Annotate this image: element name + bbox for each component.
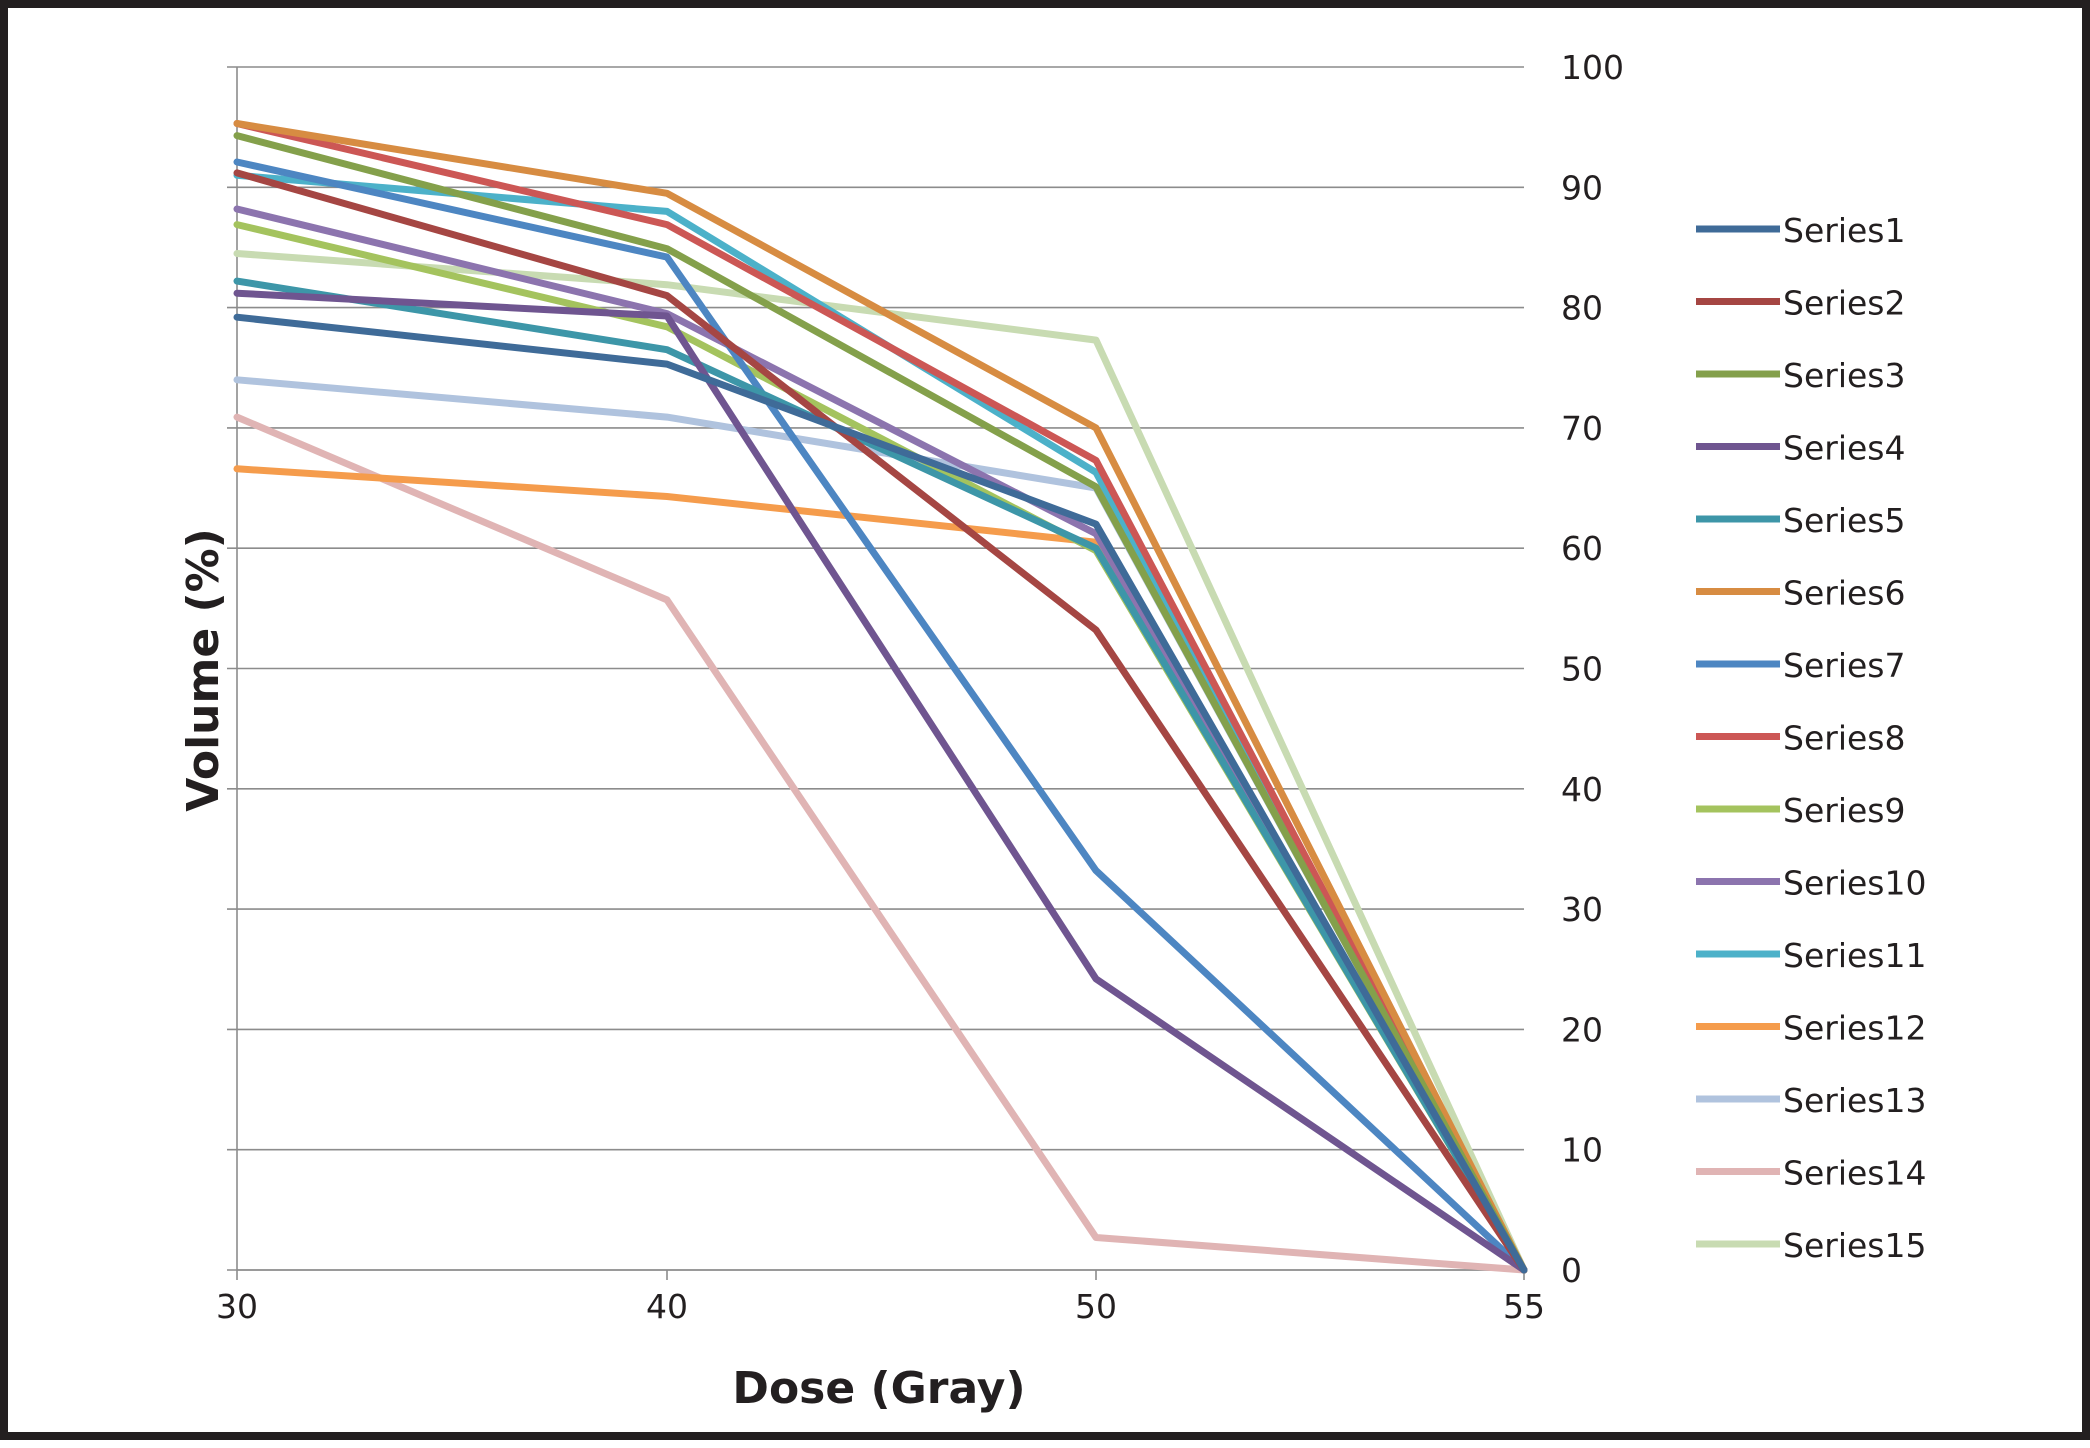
y-tick-label: 0 <box>1561 1251 1582 1290</box>
series-line-8 <box>233 120 1528 1274</box>
y-tick-label: 90 <box>1561 168 1603 207</box>
legend-label: Series5 <box>1783 501 1905 540</box>
series-line-15 <box>233 250 1528 1274</box>
series-line-6 <box>233 120 1528 1274</box>
legend-label: Series3 <box>1783 356 1905 395</box>
legend-label: Series14 <box>1783 1154 1926 1193</box>
y-tick-label: 60 <box>1561 529 1603 568</box>
y-tick-label: 50 <box>1561 650 1603 689</box>
x-axis-label: Dose (Gray) <box>732 1363 1025 1414</box>
legend-label: Series11 <box>1783 936 1926 975</box>
legend-label: Series12 <box>1783 1009 1926 1048</box>
series-line-4 <box>233 289 1528 1274</box>
series-line-14 <box>233 413 1528 1274</box>
x-tick-label: 50 <box>1075 1287 1117 1326</box>
y-tick-label: 100 <box>1561 48 1624 87</box>
series-line-9 <box>233 221 1528 1274</box>
legend-label: Series8 <box>1783 719 1905 758</box>
legend-label: Series1 <box>1783 211 1905 250</box>
legend-label: Series13 <box>1783 1081 1926 1120</box>
y-tick-label: 20 <box>1561 1010 1603 1049</box>
y-tick-label: 30 <box>1561 890 1603 929</box>
axes <box>236 67 1525 1280</box>
legend-label: Series15 <box>1783 1226 1926 1265</box>
legend-label: Series9 <box>1783 791 1905 830</box>
series-lines <box>233 120 1528 1274</box>
x-tick-label: 55 <box>1503 1287 1545 1326</box>
y-tick-labels: 0 10 20 30 40 50 60 70 80 90 100 <box>1561 48 1624 1290</box>
legend-label: Series7 <box>1783 646 1905 685</box>
series-line-1 <box>233 313 1528 1274</box>
legend-label: Series10 <box>1783 864 1926 903</box>
series-line-3 <box>233 132 1528 1274</box>
legend: Series1 Series2 Series3 Series4 Series5 Serie… <box>1696 211 1926 1265</box>
series-line-5 <box>233 277 1528 1274</box>
legend-label: Series6 <box>1783 574 1905 613</box>
y-axis-label: Volume (%) <box>178 528 229 812</box>
y-tick-label: 70 <box>1561 409 1603 448</box>
legend-label: Series4 <box>1783 429 1905 468</box>
series-line-2 <box>233 169 1528 1274</box>
y-tick-label: 80 <box>1561 289 1603 328</box>
x-tick-labels: 30 40 50 55 <box>216 1287 1545 1326</box>
x-tick-label: 40 <box>646 1287 688 1326</box>
legend-label: Series2 <box>1783 284 1905 323</box>
y-tick-label: 40 <box>1561 770 1603 809</box>
y-tick-label: 10 <box>1561 1131 1603 1170</box>
x-tick-label: 30 <box>216 1287 258 1326</box>
series-line-7 <box>233 158 1528 1274</box>
